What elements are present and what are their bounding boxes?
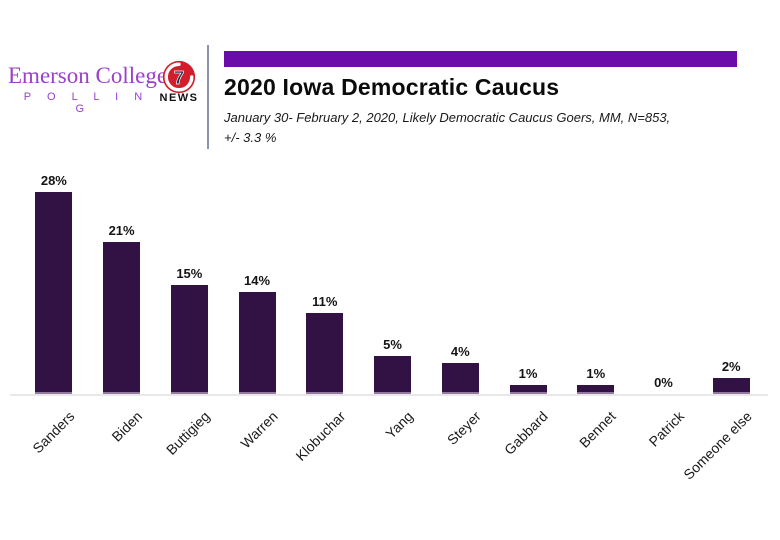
bar [238,292,276,394]
chart-column: 21% [88,170,156,394]
page-title: 2020 Iowa Democratic Caucus [224,74,560,100]
emerson-college-logo-polling: P O L L I N G [23,91,149,116]
seven-news-label: NEWS [159,92,199,104]
bar-value-label: 2% [721,359,741,374]
chart-column: 11% [291,170,359,394]
seven-news-logo: 7 NEWS [158,60,200,104]
category-label-cell: Gabbard [494,394,551,529]
category-label-cell: Biden [88,394,145,529]
bar [374,356,412,394]
category-label-cell: Warren [223,394,280,529]
chart-column: 15% [155,170,223,394]
category-label: Warren [236,408,281,452]
chart-column: 28% [20,170,88,394]
chart-column: 1% [562,170,630,394]
category-label-cell: Patrick [630,394,687,529]
bar [441,363,479,394]
chart-column: 5% [359,170,427,394]
category-label: Gabbard [501,408,552,458]
poll-subtitle-line2: +/- 3.3 % [224,130,277,146]
x-axis-line [10,394,768,396]
category-label: Bennet [576,408,619,451]
seven-news-circle-icon: 7 [162,60,196,94]
bar [170,285,208,394]
category-label-cell: Steyer [426,394,484,529]
category-label: Biden [108,408,145,445]
bar [103,242,141,394]
category-label-cell: Buttigieg [155,394,213,529]
category-label: Patrick [645,408,687,450]
category-label: Klobuchar [292,408,349,464]
category-label-cell: Sanders [20,394,77,529]
bar-value-label: 0% [654,375,673,390]
category-label: Someone else [679,408,755,483]
bar-value-label: 5% [383,337,402,352]
category-label: Yang [382,408,416,442]
category-label: Buttigieg [162,408,213,458]
x-axis-labels: Sanders Biden Buttigieg Warren Klobuchar Yang… [20,394,765,529]
title-block: 2020 Iowa Democratic Caucus January 30- … [224,51,754,148]
svg-text:7: 7 [174,67,184,88]
chart-column: 0% [630,170,698,394]
chart-column: 4% [426,170,494,394]
bar [306,313,344,394]
chart-column: 1% [494,170,562,394]
category-label-cell: Klobuchar [291,394,348,529]
bar [509,385,547,394]
bar-value-label: 4% [450,344,470,359]
bar-value-label: 1% [518,366,538,381]
bar-value-label: 15% [176,266,203,281]
bar [577,385,615,394]
poll-subtitle-line1: January 30- February 2, 2020, Likely Dem… [224,110,671,125]
bar [35,192,73,394]
category-label-cell: Someone else [680,394,755,529]
bar-value-label: 14% [244,273,271,288]
bar-value-label: 1% [586,366,606,381]
bar [712,378,750,394]
category-label: Sanders [28,408,78,457]
bar-value-label: 21% [108,223,135,238]
category-label: Steyer [443,408,484,448]
category-label-cell: Yang [359,394,416,529]
purple-banner [224,51,737,67]
chart-column: 2% [697,170,765,394]
poll-subtitle: January 30- February 2, 2020, Likely Dem… [224,108,754,148]
header-divider [207,45,209,149]
bar-chart: 28% 21% 15% 14% 11% 5% 4% 1% 1% 0% 2% [20,170,765,394]
category-label-cell: Bennet [562,394,619,529]
bar-value-label: 11% [312,294,338,309]
emerson-college-logo-name: Emerson College [8,63,168,88]
emerson-college-logo: Emerson College P O L L I N G [8,63,168,116]
bar-value-label: 28% [40,173,67,188]
chart-column: 14% [223,170,291,394]
